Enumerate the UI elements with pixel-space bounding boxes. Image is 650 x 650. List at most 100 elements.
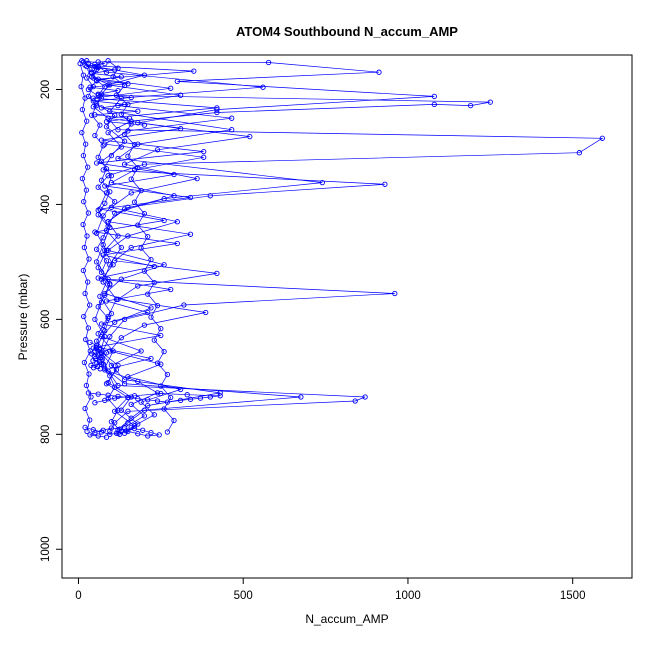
data-point — [161, 348, 167, 355]
data-point — [107, 281, 113, 287]
data-point — [102, 60, 108, 67]
data-point — [92, 112, 98, 118]
data-point — [96, 359, 103, 365]
data-point — [80, 72, 87, 78]
data-point — [98, 321, 105, 327]
data-point — [93, 259, 100, 265]
data-point — [92, 229, 98, 235]
data-point — [98, 429, 105, 435]
data-point — [105, 173, 111, 179]
data-point — [161, 217, 167, 224]
data-point — [214, 105, 220, 111]
data-point — [81, 198, 87, 205]
data-point — [92, 348, 98, 354]
data-point — [392, 290, 398, 297]
data-point — [191, 68, 197, 74]
data-point — [203, 309, 209, 316]
data-point — [115, 407, 121, 413]
data-point — [467, 102, 474, 109]
data-point — [229, 127, 235, 133]
data-point — [84, 75, 90, 81]
x-tick-label: 1500 — [560, 590, 586, 602]
data-point — [105, 129, 111, 136]
y-tick-label: 600 — [40, 310, 52, 329]
data-point — [154, 398, 161, 404]
data-point — [194, 175, 200, 182]
data-point — [102, 247, 108, 254]
data-point — [140, 427, 146, 433]
data-point — [79, 175, 86, 182]
data-point — [112, 408, 118, 414]
plot-box — [61, 54, 633, 579]
data-point — [102, 200, 108, 206]
data-point — [112, 258, 118, 264]
data-point — [97, 293, 103, 300]
data-point — [121, 377, 128, 383]
data-point — [128, 424, 134, 431]
data-point — [135, 108, 141, 114]
data-point — [107, 348, 113, 354]
data-point — [181, 302, 187, 308]
data-point — [105, 392, 111, 398]
data-point — [115, 87, 121, 94]
data-point — [118, 74, 124, 80]
data-point — [382, 181, 388, 187]
data-point — [105, 219, 111, 225]
data-point — [92, 63, 98, 70]
data-point — [164, 429, 171, 435]
data-point — [88, 394, 94, 400]
data-point — [141, 72, 148, 78]
data-point — [112, 384, 118, 390]
data-point — [141, 268, 148, 274]
data-point — [168, 286, 174, 293]
data-point — [84, 63, 90, 70]
data-point — [431, 101, 437, 108]
data-point — [100, 361, 107, 367]
data-point — [135, 396, 141, 402]
data-point — [81, 244, 88, 251]
data-point — [78, 83, 84, 90]
profile-line — [107, 60, 175, 433]
profile-line — [88, 392, 221, 404]
data-point — [128, 94, 134, 101]
data-point — [148, 355, 154, 362]
data-point — [125, 428, 131, 435]
data-point — [260, 84, 266, 90]
data-point — [98, 351, 105, 357]
data-point — [83, 336, 89, 343]
data-point — [128, 244, 134, 251]
data-point — [141, 413, 148, 419]
data-point — [80, 267, 87, 274]
data-point — [145, 397, 151, 403]
data-point — [164, 371, 171, 378]
data-point — [131, 393, 138, 399]
data-point — [112, 395, 118, 401]
data-point — [187, 396, 194, 402]
data-point — [125, 233, 131, 239]
profile-line — [81, 60, 145, 126]
data-point — [128, 394, 134, 400]
data-point — [118, 407, 124, 413]
data-point — [105, 315, 111, 321]
data-point — [138, 245, 144, 251]
data-point — [100, 235, 106, 241]
data-point — [95, 331, 101, 337]
data-point — [151, 263, 157, 270]
data-point — [107, 189, 113, 195]
data-point — [98, 137, 105, 143]
data-point — [93, 102, 100, 109]
data-point — [103, 298, 110, 304]
data-point — [95, 391, 101, 397]
data-point — [98, 177, 105, 183]
data-point — [100, 279, 106, 285]
data-point — [93, 342, 100, 348]
data-point — [95, 59, 101, 65]
data-point — [135, 431, 141, 437]
data-point — [187, 194, 194, 201]
x-tick-label: 500 — [234, 590, 253, 602]
data-point — [85, 325, 92, 331]
data-point — [128, 190, 134, 196]
data-point — [85, 279, 91, 285]
data-point — [174, 240, 180, 247]
y-tick-label: 800 — [40, 425, 52, 444]
